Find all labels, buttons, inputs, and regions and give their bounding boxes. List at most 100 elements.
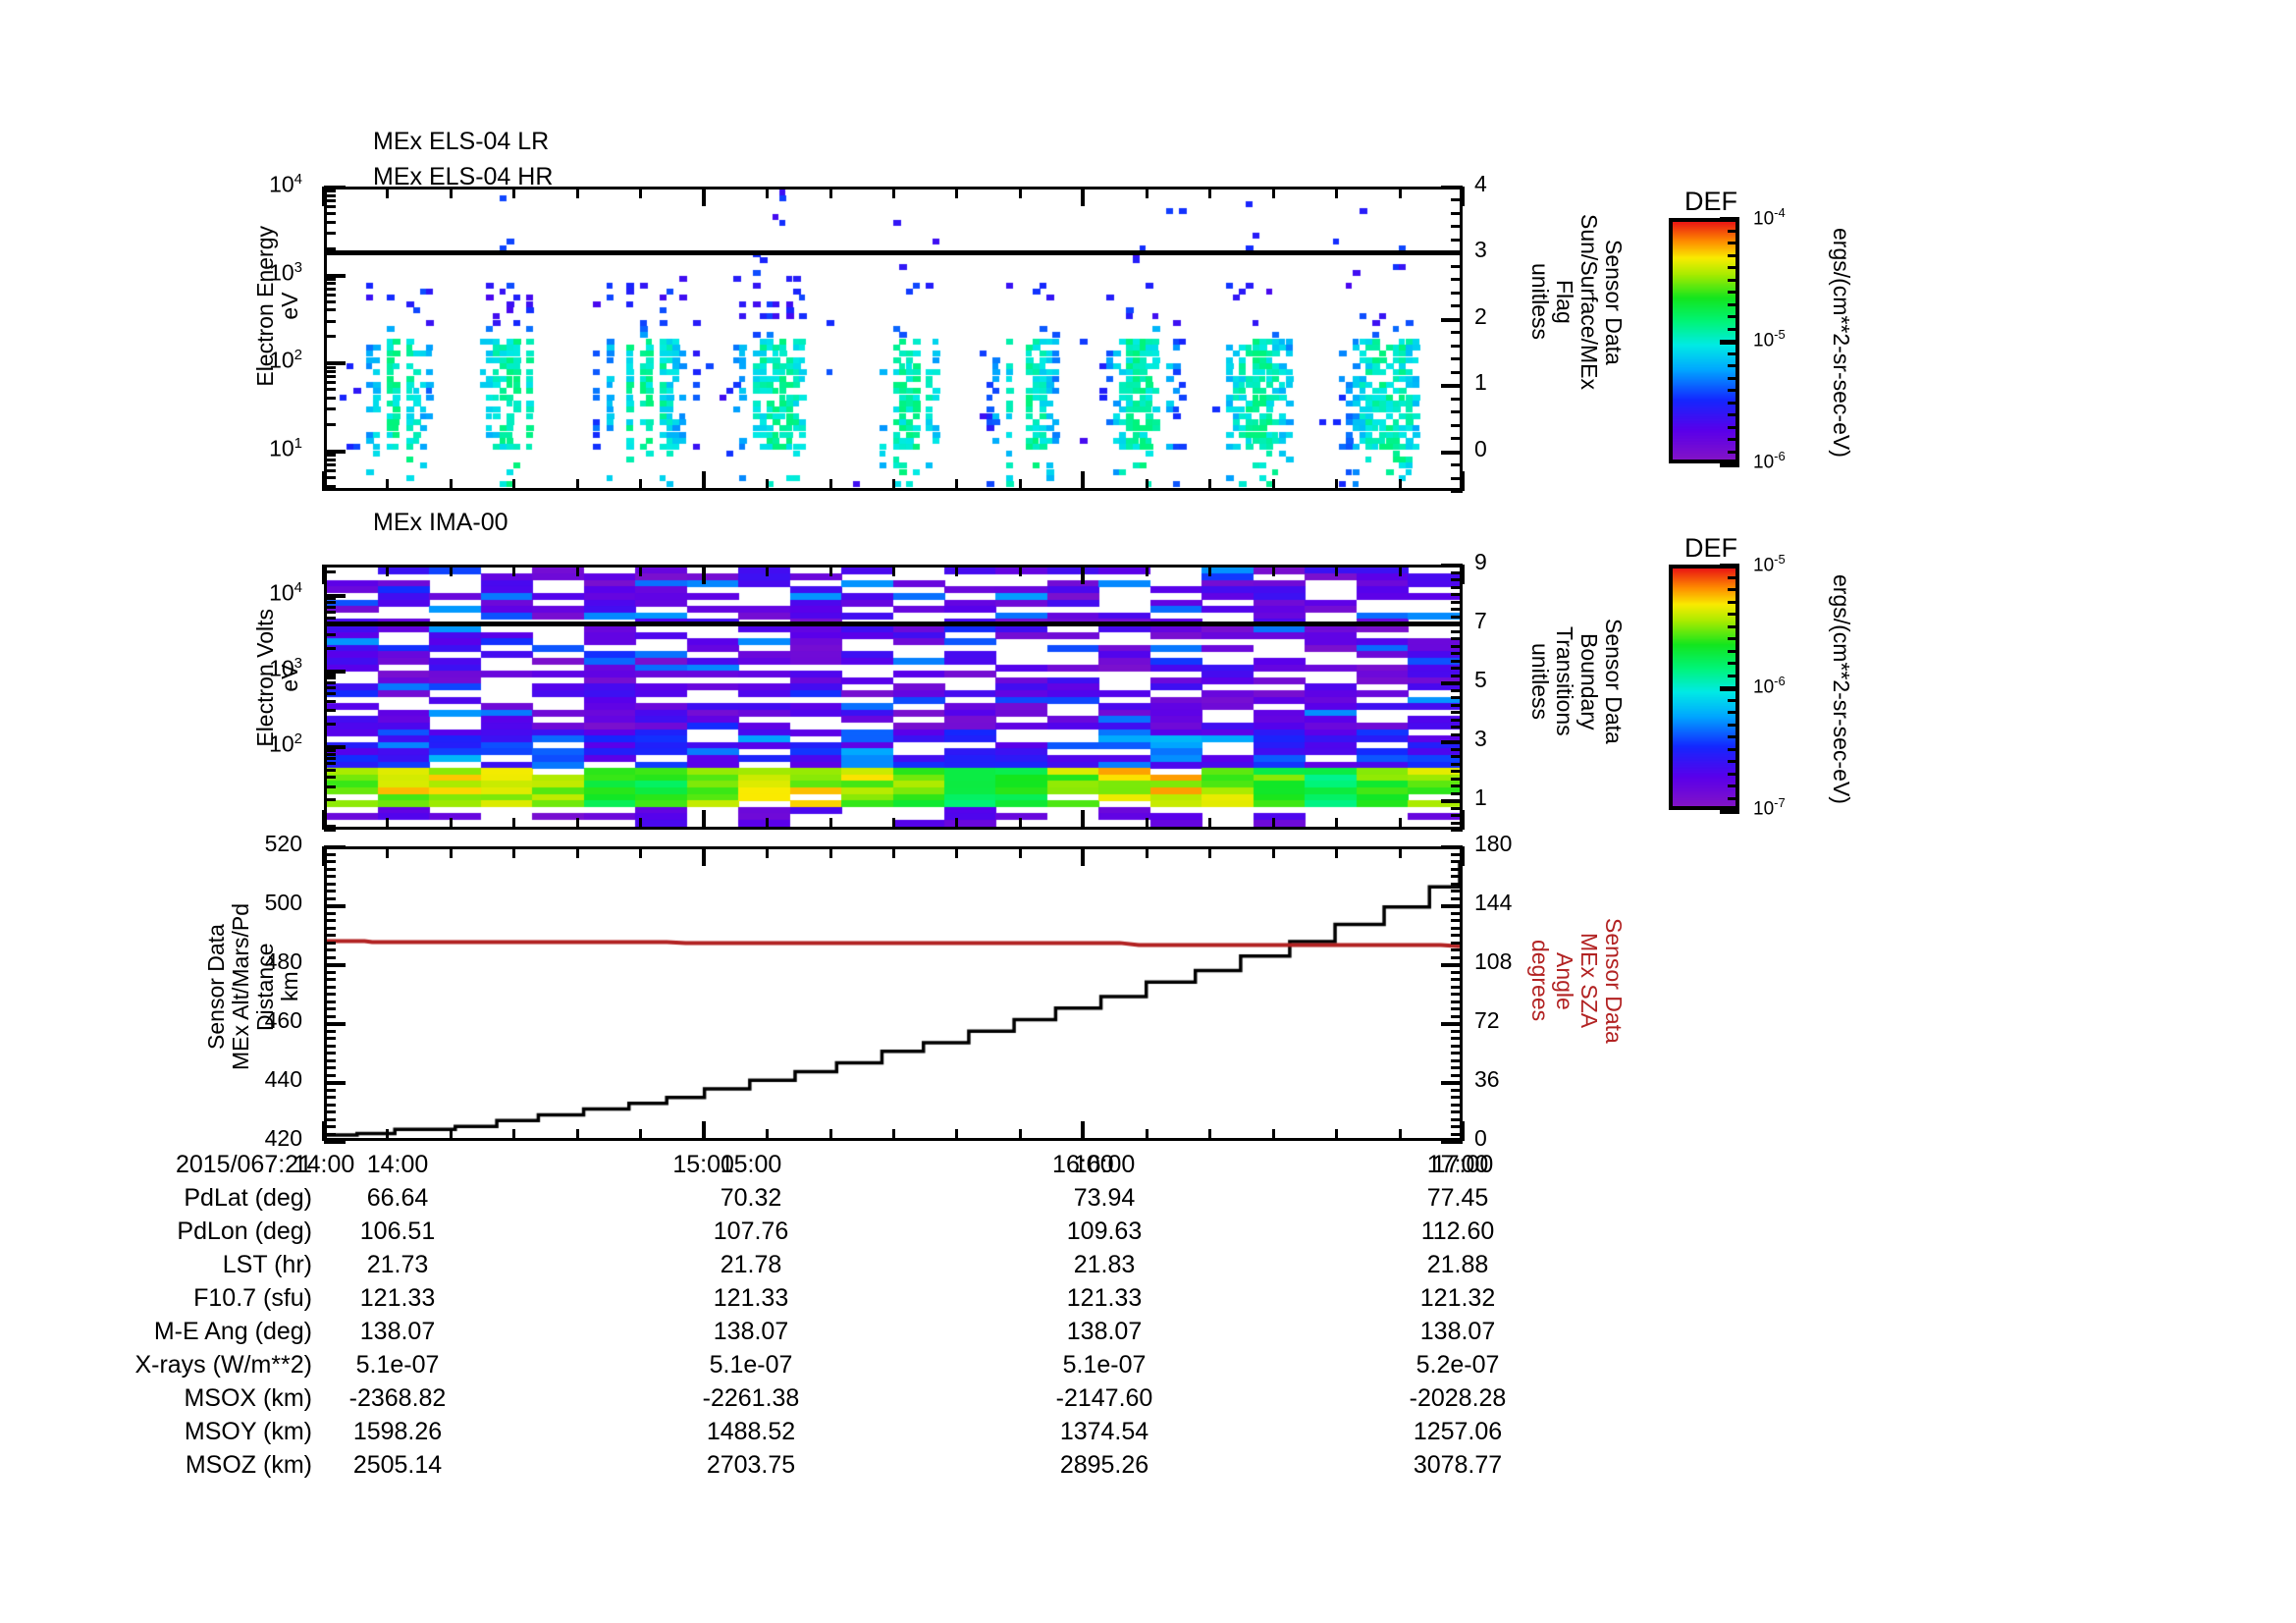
- els-ytick-3: 101: [269, 435, 302, 461]
- tick-mark: [1335, 565, 1338, 576]
- tick-mark: [1451, 630, 1463, 633]
- tick-mark: [324, 617, 336, 620]
- tick-mark: [324, 221, 336, 224]
- info-cell: 2703.75: [706, 1451, 796, 1479]
- tick-mark: [1272, 818, 1275, 830]
- panel-els-right-axis-label: Sensor Data Sun/Surface/MEx Flag unitles…: [1527, 214, 1627, 390]
- tick-mark: [1451, 711, 1463, 714]
- tick-mark: [324, 948, 336, 951]
- tick-mark: [324, 189, 336, 192]
- colorbar-tick: [1728, 760, 1739, 763]
- info-cell: 21.78: [720, 1251, 782, 1278]
- x-tick-label-3: 17:00: [1431, 1151, 1494, 1178]
- colorbar-tick: [1728, 576, 1739, 579]
- tick-mark: [324, 1066, 336, 1069]
- tick-mark: [324, 749, 336, 752]
- tick-mark: [324, 942, 336, 945]
- tick-mark: [324, 232, 336, 235]
- alt-ytick-5: 420: [264, 1125, 302, 1151]
- els-rtick-3: 1: [1474, 369, 1487, 395]
- tick-mark: [1461, 846, 1465, 866]
- tick-mark: [324, 971, 336, 974]
- tick-mark: [450, 187, 453, 198]
- tick-mark: [324, 294, 336, 297]
- tick-mark: [324, 723, 336, 726]
- tick-mark: [576, 479, 579, 491]
- tick-mark: [324, 845, 346, 849]
- tick-mark: [1451, 755, 1463, 758]
- tick-mark: [324, 1030, 336, 1033]
- colorbar-tick: [1728, 315, 1739, 318]
- alt-right-axis-line2: MEx SZA: [1576, 933, 1602, 1029]
- tick-mark: [1146, 565, 1148, 576]
- tick-mark: [1451, 225, 1463, 228]
- tick-mark: [324, 883, 336, 886]
- panel-alt-right-axis-label: Sensor Data MEx SZA Angle degrees: [1527, 918, 1627, 1044]
- colorbar-tick: [1728, 613, 1739, 616]
- alt-right-axis-line4: degrees: [1527, 940, 1553, 1022]
- info-cell: 15:00: [720, 1151, 782, 1178]
- tick-mark: [512, 479, 515, 491]
- colorbar-tick: [1728, 748, 1739, 751]
- tick-mark: [1441, 186, 1463, 189]
- tick-mark: [324, 829, 336, 832]
- tick-mark: [1208, 818, 1211, 830]
- tick-mark: [324, 681, 336, 684]
- tick-mark: [1451, 292, 1463, 295]
- info-cell: 3078.77: [1413, 1451, 1503, 1479]
- tick-mark: [1451, 770, 1463, 773]
- colorbar-tick: [1728, 254, 1739, 257]
- tick-mark: [1451, 897, 1463, 900]
- panel-alt-frame: [324, 846, 1463, 1141]
- tick-mark: [1441, 799, 1463, 803]
- tick-mark: [1272, 565, 1275, 576]
- tick-mark: [766, 1129, 769, 1141]
- colorbar-1-units: ergs/(cm**2-sr-sec-eV): [1829, 228, 1854, 458]
- tick-mark: [1451, 986, 1463, 989]
- tick-mark: [324, 927, 336, 930]
- info-cell: 5.2e-07: [1415, 1351, 1500, 1379]
- tick-mark: [1451, 357, 1463, 360]
- colorbar-tick: [1728, 230, 1739, 233]
- tick-mark: [1399, 1129, 1402, 1141]
- info-cell: 1598.26: [352, 1418, 443, 1445]
- info-cell: 138.07: [713, 1318, 789, 1345]
- tick-mark: [324, 570, 336, 573]
- tick-mark: [955, 479, 958, 491]
- alt-ytick-0: 520: [264, 831, 302, 856]
- tick-mark: [1272, 187, 1275, 198]
- alt-rtick-4: 36: [1474, 1066, 1500, 1092]
- tick-mark: [829, 846, 832, 858]
- ima-ytick-1: 103: [269, 655, 302, 681]
- panel-ima-frame: [324, 565, 1463, 830]
- colorbar-tick: [1728, 328, 1739, 331]
- panel-alt-left-axis-label: Sensor Data MEx Alt/Mars/Pd Distance km: [203, 903, 302, 1070]
- tick-mark: [324, 1022, 346, 1026]
- tick-mark: [1451, 371, 1463, 374]
- tick-mark: [829, 187, 832, 198]
- info-cell: 73.94: [1073, 1184, 1136, 1212]
- tick-mark: [324, 1125, 336, 1128]
- tick-mark: [1451, 645, 1463, 648]
- info-cell: -2147.60: [1055, 1384, 1153, 1412]
- colorbar-tick: [1728, 699, 1739, 702]
- els-ytick-1: 103: [269, 259, 302, 286]
- els-spectrogram: [327, 189, 1460, 488]
- ima-ytick-0: 104: [269, 579, 302, 606]
- tick-mark: [1451, 1059, 1463, 1062]
- tick-mark: [324, 709, 336, 712]
- tick-mark: [639, 187, 642, 198]
- tick-mark: [322, 846, 326, 866]
- els-right-axis-line1: Sensor Data: [1601, 239, 1627, 365]
- tick-mark: [1451, 814, 1463, 817]
- info-cell: 21.83: [1073, 1251, 1136, 1278]
- colorbar-tick: [1728, 352, 1739, 355]
- tick-mark: [1272, 846, 1275, 858]
- tick-mark: [324, 594, 346, 598]
- colorbar-tick: [1728, 242, 1739, 244]
- tick-mark: [1208, 565, 1211, 576]
- tick-mark: [1081, 565, 1085, 584]
- tick-mark: [386, 846, 389, 858]
- tick-mark: [1451, 748, 1463, 751]
- tick-mark: [324, 919, 336, 922]
